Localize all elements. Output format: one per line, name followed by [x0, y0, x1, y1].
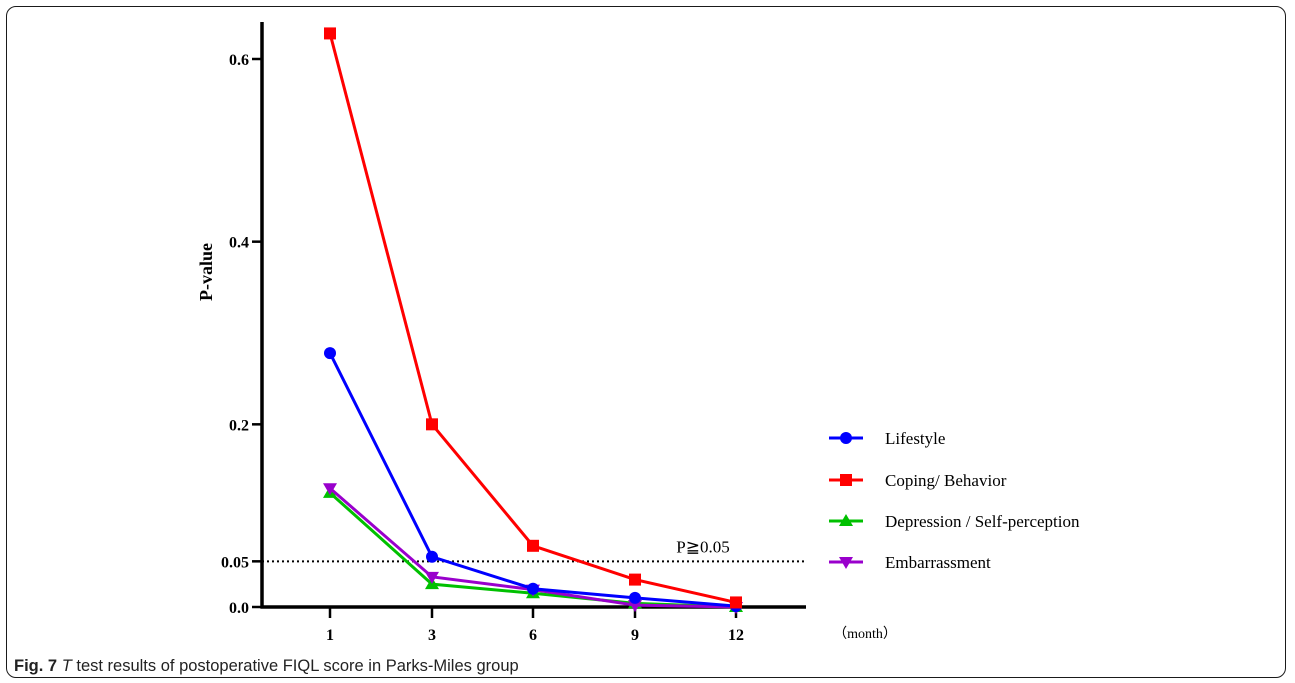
y-tick-label: 0.0 [229, 600, 249, 617]
caption-italic: T [61, 657, 72, 675]
y-tick-label: 0.4 [229, 235, 249, 252]
legend-item: Coping/ Behavior [829, 471, 1007, 490]
x-tick-label: 9 [631, 627, 639, 644]
x-tick-label: 1 [326, 627, 334, 644]
data-point [323, 483, 337, 496]
data-point [527, 582, 539, 595]
series-group [323, 27, 743, 614]
data-point [527, 539, 539, 552]
y-axis-title: P-value [196, 243, 216, 301]
x-unit-label: （month） [833, 626, 897, 642]
y-tick-label: 0.05 [221, 554, 249, 571]
x-tick-label: 3 [428, 627, 436, 644]
data-point [629, 573, 641, 586]
x-tick-label: 12 [728, 627, 744, 644]
series-coping-behavior [324, 27, 742, 609]
y-tick-label: 0.6 [229, 52, 249, 69]
legend: Lifestyle Coping/ Behavior Depression / Se… [829, 429, 1080, 572]
y-tick-label: 0.2 [229, 417, 249, 434]
caption-label: Fig. 7 [14, 657, 58, 675]
axes: 0.0 0.05 0.2 0.4 0.6 1 3 6 9 12 （month） P-value [196, 22, 897, 644]
data-point [628, 600, 642, 613]
series-lifestyle [324, 347, 742, 613]
series-line [328, 352, 737, 608]
data-point [730, 596, 742, 609]
figure-caption: Fig. 7 T test results of postoperative F… [14, 657, 519, 676]
legend-swatch-marker [839, 557, 853, 569]
reference-line-label: P≧0.05 [676, 537, 729, 556]
legend-swatch-marker [840, 474, 852, 486]
legend-item: Lifestyle [829, 429, 945, 448]
data-point [629, 591, 641, 604]
legend-label: Lifestyle [885, 429, 945, 448]
legend-item: Embarrassment [829, 553, 991, 572]
legend-label: Depression / Self-perception [885, 512, 1080, 531]
legend-swatch-marker [840, 432, 852, 444]
x-tick-label: 6 [529, 627, 537, 644]
data-point [426, 418, 438, 431]
data-point [425, 571, 439, 584]
data-point [426, 550, 438, 563]
legend-label: Coping/ Behavior [885, 471, 1007, 490]
caption-text: test results of postoperative FIQL score… [71, 657, 519, 675]
data-point [324, 27, 336, 40]
legend-swatch-marker [839, 514, 853, 526]
data-point [324, 347, 336, 360]
reference-line-group: P≧0.05 [262, 537, 806, 563]
legend-label: Embarrassment [885, 553, 991, 572]
series-line [328, 33, 737, 604]
legend-item: Depression / Self-perception [829, 512, 1080, 531]
figure-frame [6, 6, 1286, 678]
